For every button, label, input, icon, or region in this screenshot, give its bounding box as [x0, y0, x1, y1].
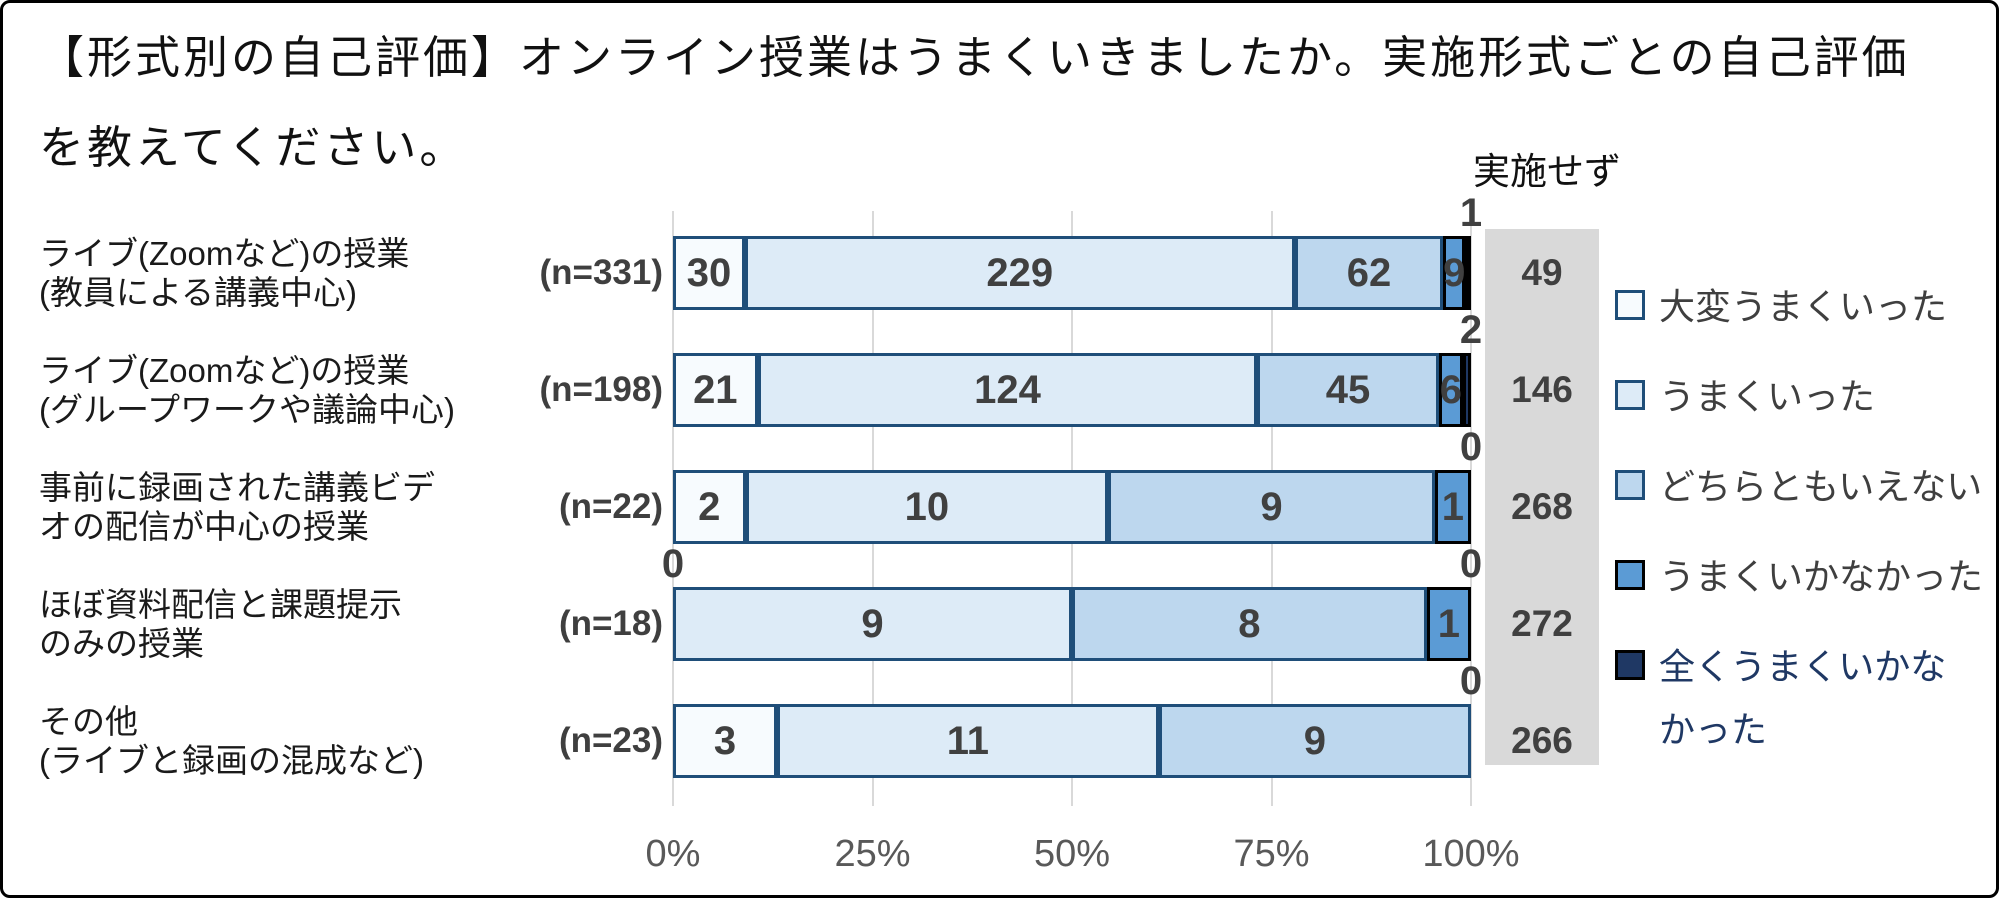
segment-value-label: 30: [686, 250, 732, 295]
legend-item: どちらともいえない: [1615, 455, 1982, 518]
chart-title-line: 【形式別の自己評価】オンライン授業はうまくいきましたか。実施形式ごとの自己評価: [39, 32, 1910, 83]
stacked-bar-row: 9 8 1: [673, 587, 1471, 661]
segment-value-label: 8: [1238, 601, 1261, 646]
bar-segment: 229: [745, 236, 1295, 310]
category-label: ライブ(Zoomなど)の授業 (教員による講義中心): [39, 235, 410, 311]
outside-value-label: 1: [1459, 191, 1483, 235]
segment-value-label: 9: [1443, 250, 1466, 295]
x-axis-tick-label: 50%: [1033, 833, 1111, 875]
legend-swatch-icon: [1615, 380, 1645, 410]
not-conducted-value: 272: [1511, 603, 1573, 644]
legend-label: 大変うまくいった: [1659, 286, 1948, 327]
segment-value-label: 62: [1346, 250, 1392, 295]
stacked-bar-row: 3 11 9: [673, 704, 1471, 778]
segment-value-label: 9: [861, 601, 884, 646]
segment-value-label: 6: [1439, 367, 1462, 412]
chart-title-line: を教えてください。: [39, 122, 468, 173]
bar-segment: 11: [777, 704, 1159, 778]
outside-value-label: 0: [1459, 425, 1483, 469]
not-conducted-value: 268: [1511, 486, 1573, 527]
outside-value-label: 0: [1459, 659, 1483, 703]
legend-label: 全くうまくいかな かった: [1659, 646, 1947, 750]
segment-value-label: 9: [1303, 718, 1326, 763]
legend-item: 全くうまくいかな かった: [1615, 635, 1946, 761]
legend-item: 大変うまくいった: [1615, 275, 1947, 338]
segment-value-label: 229: [986, 250, 1054, 295]
stacked-bar-row: 30 229 62 9: [673, 236, 1471, 310]
x-axis-tick-label: 100%: [1422, 833, 1520, 875]
bar-segment: 10: [745, 470, 1109, 544]
legend-swatch-icon: [1615, 290, 1645, 320]
sample-size-label: (n=331): [539, 253, 663, 292]
not-conducted-column: [1485, 229, 1599, 765]
legend-swatch-icon: [1615, 650, 1645, 680]
bar-segment: 9: [1108, 470, 1435, 544]
stacked-bar-row: 2 10 9 1: [673, 470, 1471, 544]
bar-segment: 2: [673, 470, 746, 544]
segment-value-label: 45: [1325, 367, 1371, 412]
legend-label: うまくいかなかった: [1659, 556, 1984, 597]
category-label: ほぼ資料配信と課題提示 のみの授業: [39, 586, 402, 662]
segment-value-label: 2: [698, 484, 721, 529]
not-conducted-value: 49: [1521, 252, 1563, 293]
bar-segment: 9: [673, 587, 1072, 661]
bar-segment: 62: [1294, 236, 1444, 310]
category-label: ライブ(Zoomなど)の授業 (グループワークや議論中心): [39, 352, 455, 428]
segment-value-label: 1: [1441, 484, 1464, 529]
legend-item: うまくいかなかった: [1615, 545, 1983, 608]
segment-value-label: 21: [693, 367, 738, 412]
not-conducted-value: 266: [1511, 720, 1573, 761]
bar-segment: 124: [757, 353, 1258, 427]
legend-swatch-icon: [1615, 470, 1645, 500]
chart-title: 【形式別の自己評価】オンライン授業はうまくいきましたか。実施形式ごとの自己評価を…: [39, 13, 1969, 193]
segment-value-label: 11: [946, 718, 990, 763]
legend-label: うまくいった: [1659, 376, 1876, 417]
legend-swatch-icon: [1615, 560, 1645, 590]
x-axis-tick-label: 25%: [834, 833, 911, 875]
bar-segment: 30: [673, 236, 745, 310]
segment-value-label: 1: [1437, 601, 1460, 646]
bar-segment: 6: [1438, 353, 1463, 427]
gridline: [1470, 211, 1472, 806]
x-axis-tick-label: 75%: [1233, 833, 1310, 875]
bar-segment: 45: [1257, 353, 1439, 427]
outside-value-label: 2: [1459, 308, 1483, 352]
bar-segment: [1464, 236, 1471, 310]
sample-size-label: (n=23): [558, 721, 663, 760]
not-conducted-value: 146: [1511, 369, 1573, 410]
not-conducted-header: 実施せず: [1473, 151, 1621, 192]
bar-segment: 1: [1426, 587, 1471, 661]
bar-segment: 21: [673, 353, 758, 427]
segment-value-label: 9: [1260, 484, 1283, 529]
segment-value-label: 3: [713, 718, 737, 763]
outside-value-label: 0: [661, 542, 685, 586]
legend-item: うまくいった: [1615, 365, 1875, 428]
segment-value-label: 124: [974, 367, 1041, 412]
bar-segment: 8: [1072, 587, 1427, 661]
category-label: その他 (ライブと録画の混成など): [39, 703, 424, 779]
bar-segment: 3: [673, 704, 778, 778]
bar-segment: [1462, 353, 1471, 427]
sample-size-label: (n=22): [558, 487, 663, 526]
category-label: 事前に録画された講義ビデ オの配信が中心の授業: [39, 469, 435, 545]
stacked-bar-row: 21 124 45 6: [673, 353, 1471, 427]
bar-segment: 9: [1443, 236, 1465, 310]
segment-value-label: 10: [904, 484, 950, 529]
x-axis-tick-label: 0%: [645, 833, 701, 875]
sample-size-label: (n=18): [558, 604, 663, 643]
bar-segment: 1: [1434, 470, 1471, 544]
bar-segment: 9: [1158, 704, 1471, 778]
outside-value-label: 0: [1459, 542, 1483, 586]
sample-size-label: (n=198): [539, 370, 663, 409]
legend-label: どちらともいえない: [1659, 466, 1983, 507]
